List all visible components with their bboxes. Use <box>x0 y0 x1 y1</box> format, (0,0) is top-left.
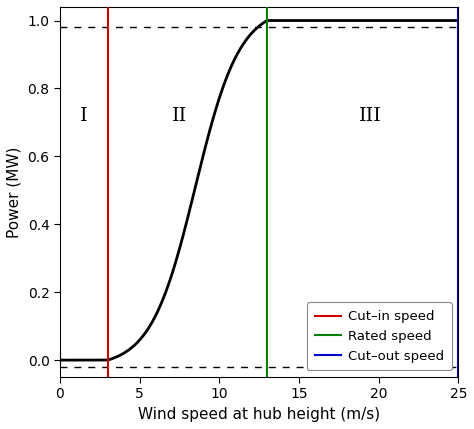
Text: II: II <box>172 107 187 124</box>
Legend: Cut–in speed, Rated speed, Cut–out speed: Cut–in speed, Rated speed, Cut–out speed <box>307 302 452 371</box>
X-axis label: Wind speed at hub height (m/s): Wind speed at hub height (m/s) <box>138 407 380 422</box>
Text: III: III <box>359 107 382 124</box>
Text: I: I <box>80 107 88 124</box>
Y-axis label: Power (MW): Power (MW) <box>7 146 22 238</box>
